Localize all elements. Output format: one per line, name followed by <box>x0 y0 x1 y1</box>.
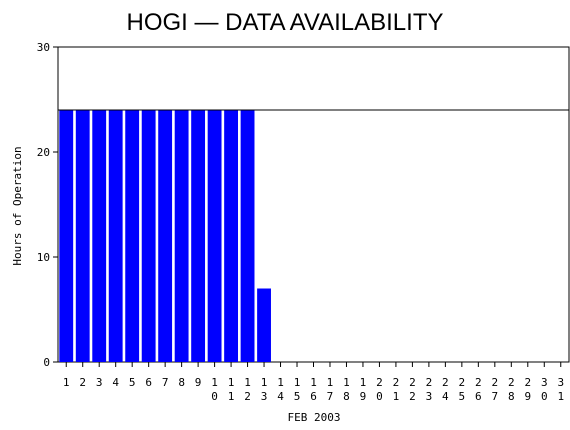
bar <box>174 110 189 362</box>
bar <box>191 110 206 362</box>
bar <box>125 110 140 362</box>
y-tick-label: 0 <box>43 356 50 369</box>
bar <box>207 110 222 362</box>
x-tick-label: 2 <box>79 376 86 389</box>
x-tick-label: 5 <box>129 376 136 389</box>
bar <box>141 110 156 362</box>
y-tick-label: 20 <box>37 146 50 159</box>
x-tick-label: 1 <box>63 376 70 389</box>
bar <box>158 110 173 362</box>
y-tick-label: 30 <box>37 41 50 54</box>
y-axis-label: Hours of Operation <box>11 146 24 265</box>
bar <box>257 288 271 362</box>
bar <box>240 110 255 362</box>
x-tick-label: 7 <box>162 376 169 389</box>
bar <box>59 110 74 362</box>
bar <box>75 110 90 362</box>
x-tick-label: 6 <box>145 376 152 389</box>
x-tick-label: 3 <box>96 376 103 389</box>
y-tick-label: 10 <box>37 251 50 264</box>
x-axis-label: FEB 2003 <box>288 411 341 424</box>
x-tick-label: 8 <box>178 376 185 389</box>
bar <box>224 110 239 362</box>
chart-title: HOGI — DATA AVAILABILITY <box>127 9 444 36</box>
bar <box>108 110 123 362</box>
x-tick-label: 9 <box>195 376 202 389</box>
bar <box>92 110 107 362</box>
x-tick-label: 4 <box>112 376 119 389</box>
